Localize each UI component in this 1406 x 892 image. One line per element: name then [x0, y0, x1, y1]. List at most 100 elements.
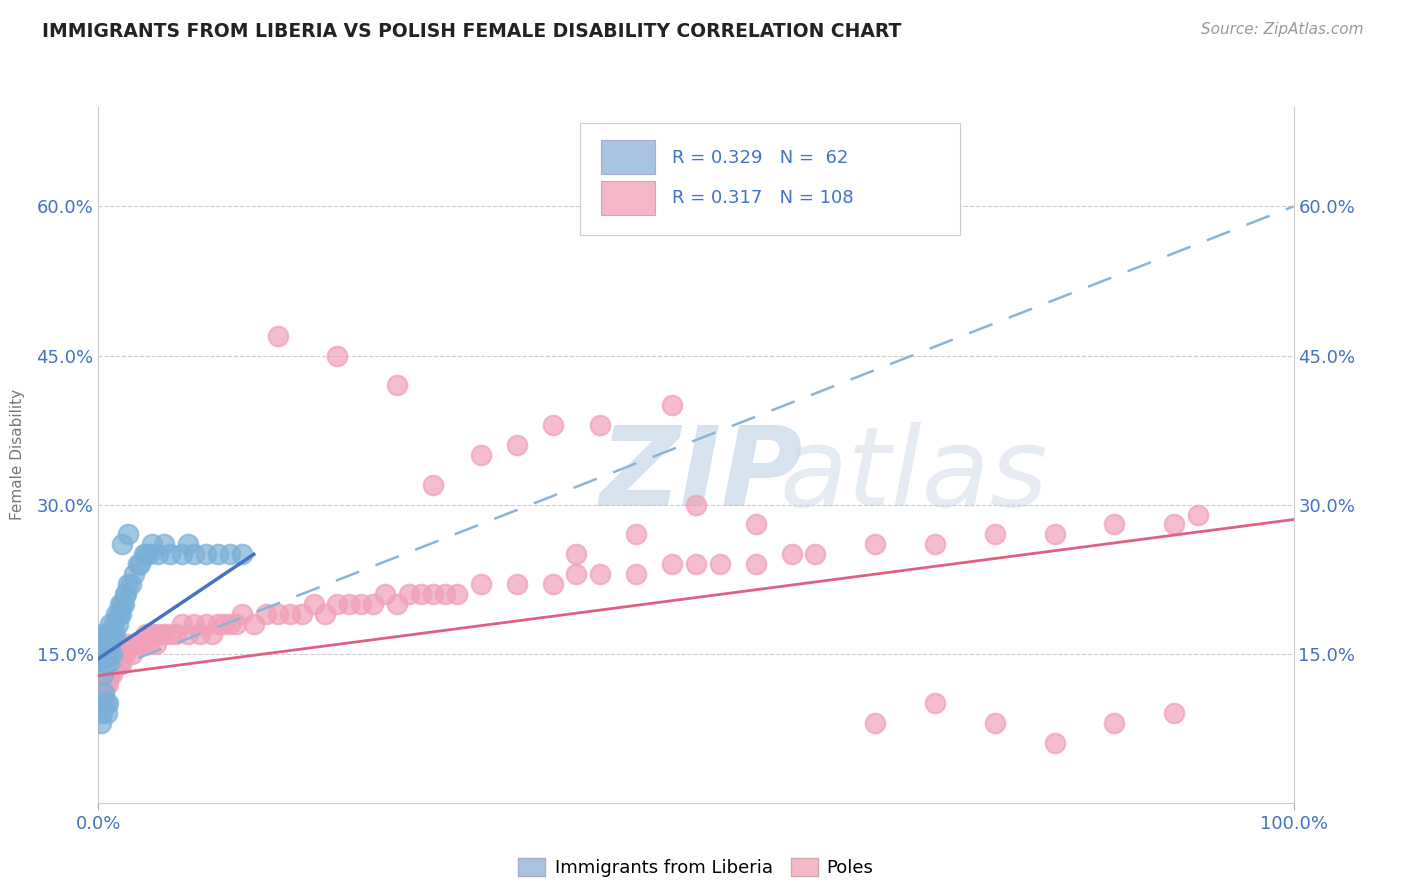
- Point: [398, 587, 420, 601]
- Point: [177, 627, 200, 641]
- Point: [127, 637, 149, 651]
- Point: [100, 627, 122, 641]
- Point: [183, 616, 205, 631]
- Point: [135, 627, 157, 641]
- Point: [141, 627, 163, 641]
- Point: [863, 537, 887, 551]
- Point: [350, 597, 373, 611]
- Point: [121, 647, 143, 661]
- Point: [326, 349, 349, 363]
- Point: [984, 527, 1007, 541]
- Point: [93, 647, 115, 661]
- Point: [219, 616, 242, 631]
- Point: [93, 647, 115, 661]
- Point: [115, 587, 138, 601]
- Point: [91, 637, 114, 651]
- Point: [91, 676, 114, 690]
- Y-axis label: Female Disability: Female Disability: [10, 389, 25, 521]
- Text: R = 0.317   N = 108: R = 0.317 N = 108: [672, 189, 853, 207]
- Point: [165, 627, 187, 641]
- Point: [302, 597, 325, 611]
- Point: [685, 169, 707, 184]
- Point: [111, 647, 134, 661]
- Point: [112, 597, 135, 611]
- Point: [1043, 527, 1066, 541]
- Point: [194, 547, 218, 561]
- Point: [422, 477, 444, 491]
- Point: [177, 537, 200, 551]
- Point: [565, 547, 588, 561]
- Point: [114, 587, 136, 601]
- Point: [278, 607, 301, 621]
- Point: [326, 597, 349, 611]
- Point: [924, 537, 946, 551]
- Point: [103, 657, 125, 671]
- Point: [100, 647, 122, 661]
- Point: [111, 537, 134, 551]
- Point: [201, 627, 224, 641]
- Point: [804, 547, 827, 561]
- Point: [91, 686, 114, 700]
- Point: [110, 657, 132, 671]
- Point: [132, 637, 155, 651]
- Point: [506, 438, 529, 452]
- Point: [506, 577, 529, 591]
- Point: [194, 616, 218, 631]
- Point: [385, 378, 409, 392]
- Point: [104, 647, 127, 661]
- Point: [541, 577, 564, 591]
- Point: [267, 328, 290, 343]
- Point: [159, 627, 181, 641]
- Point: [91, 697, 114, 711]
- Point: [120, 577, 142, 591]
- Point: [96, 706, 118, 721]
- Point: [924, 697, 946, 711]
- Point: [107, 647, 129, 661]
- Point: [145, 637, 167, 651]
- Point: [96, 666, 118, 681]
- Point: [148, 627, 170, 641]
- Point: [745, 517, 768, 532]
- Text: ZIP: ZIP: [600, 422, 804, 529]
- Point: [124, 637, 146, 651]
- Point: [104, 627, 127, 641]
- Point: [626, 567, 648, 582]
- Point: [124, 567, 146, 582]
- Point: [159, 547, 181, 561]
- Point: [127, 558, 149, 572]
- Point: [132, 547, 155, 561]
- Point: [135, 547, 157, 561]
- Point: [267, 607, 290, 621]
- Point: [91, 657, 114, 671]
- Point: [153, 537, 176, 551]
- Point: [97, 676, 120, 690]
- Point: [117, 637, 139, 651]
- Point: [107, 607, 129, 621]
- Point: [105, 607, 128, 621]
- Point: [93, 686, 115, 700]
- Point: [111, 597, 134, 611]
- Point: [98, 627, 121, 641]
- Point: [291, 607, 314, 621]
- Point: [188, 627, 211, 641]
- Point: [98, 637, 122, 651]
- Point: [1102, 716, 1125, 731]
- Point: [107, 616, 129, 631]
- Point: [565, 567, 588, 582]
- Point: [207, 616, 229, 631]
- Point: [626, 527, 648, 541]
- Point: [385, 597, 409, 611]
- Point: [685, 498, 707, 512]
- Point: [1163, 517, 1185, 532]
- Point: [114, 647, 136, 661]
- Point: [93, 627, 115, 641]
- Point: [141, 537, 163, 551]
- Point: [108, 597, 131, 611]
- Point: [183, 547, 205, 561]
- Point: [212, 616, 235, 631]
- Point: [91, 637, 114, 651]
- Point: [153, 627, 176, 641]
- Point: [105, 657, 128, 671]
- Point: [93, 666, 115, 681]
- Point: [97, 637, 120, 651]
